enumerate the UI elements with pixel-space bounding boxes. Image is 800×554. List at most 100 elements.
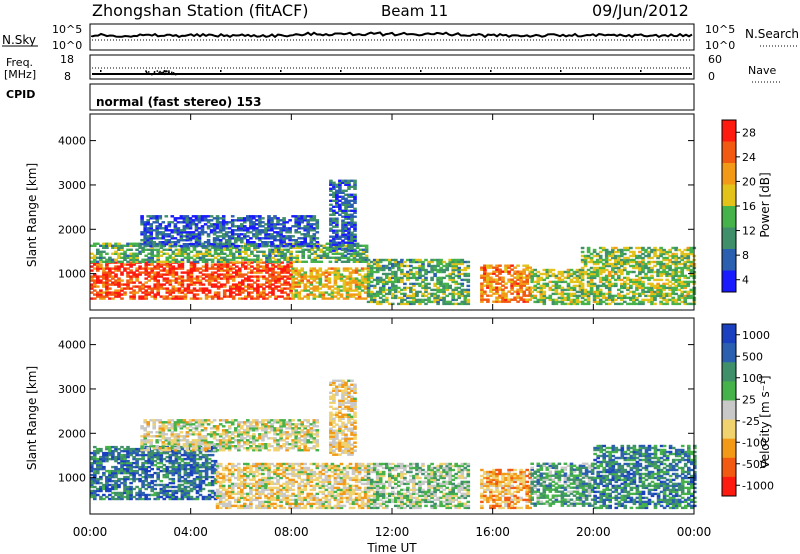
- heatmap-cell: [480, 266, 484, 269]
- heatmap-cell: [222, 263, 227, 266]
- heatmap-cell: [345, 269, 350, 272]
- heatmap-cell: [224, 468, 229, 472]
- heatmap-cell: [332, 239, 336, 242]
- heatmap-cell: [231, 267, 236, 270]
- heatmap-cell: [294, 219, 298, 222]
- heatmap-cell: [253, 260, 257, 263]
- heatmap-cell: [268, 269, 272, 272]
- heatmap-cell: [335, 247, 339, 250]
- heatmap-cell: [483, 292, 487, 295]
- heatmap-cell: [560, 294, 565, 298]
- heatmap-cell: [177, 252, 182, 255]
- heatmap-cell: [256, 279, 260, 282]
- heatmap-cell: [168, 267, 173, 270]
- heatmap-cell: [216, 254, 221, 257]
- heatmap-cell: [198, 455, 203, 459]
- heatmap-cell: [123, 267, 127, 270]
- heatmap-cell: [138, 453, 142, 457]
- heatmap-cell: [227, 239, 232, 242]
- heatmap-cell: [207, 254, 212, 257]
- heatmap-cell: [108, 449, 112, 453]
- heatmap-cell: [176, 231, 181, 234]
- heatmap-cell: [228, 267, 233, 270]
- heatmap-cell: [448, 272, 452, 276]
- heatmap-cell: [209, 223, 214, 226]
- heatmap-cell: [406, 272, 410, 276]
- heatmap-cell: [132, 289, 136, 292]
- heatmap-cell: [146, 227, 150, 230]
- heatmap-cell: [353, 237, 357, 240]
- heatmap-cell: [96, 479, 100, 483]
- heatmap-cell: [126, 275, 130, 278]
- heatmap-cell: [391, 288, 395, 292]
- heatmap-cell: [341, 197, 345, 200]
- heatmap-cell: [548, 288, 553, 292]
- heatmap-cell: [129, 281, 133, 284]
- heatmap-cell: [650, 266, 654, 270]
- heatmap-cell: [641, 284, 645, 288]
- heatmap-cell: [222, 295, 227, 298]
- heatmap-cell: [372, 284, 377, 288]
- heatmap-cell: [295, 260, 299, 263]
- heatmap-cell: [335, 221, 339, 224]
- heatmap-cell: [185, 217, 190, 220]
- heatmap-cell: [489, 294, 493, 297]
- heatmap-cell: [168, 269, 173, 272]
- heatmap-cell: [231, 252, 236, 255]
- heatmap-cell: [560, 292, 565, 296]
- heatmap-cell: [162, 473, 167, 477]
- heatmap-cell: [433, 292, 437, 296]
- heatmap-cell: [230, 225, 235, 228]
- heatmap-cell: [607, 250, 612, 254]
- heatmap-cell: [342, 297, 347, 300]
- heatmap-cell: [318, 281, 323, 284]
- heatmap-cell: [563, 288, 568, 292]
- heatmap-cell: [689, 270, 694, 274]
- heatmap-cell: [201, 453, 206, 457]
- heatmap-cell: [253, 281, 257, 284]
- heatmap-cell: [324, 269, 329, 272]
- heatmap-cell: [578, 284, 583, 288]
- heatmap-cell: [179, 215, 184, 218]
- heatmap-cell: [421, 294, 425, 298]
- heatmap-cell: [583, 288, 588, 292]
- heatmap-cell: [138, 495, 142, 499]
- heatmap-cell: [155, 225, 159, 228]
- heatmap-cell: [448, 292, 452, 296]
- heatmap-cell: [525, 294, 529, 297]
- heatmap-cell: [129, 287, 133, 290]
- heatmap-cell: [186, 277, 191, 280]
- heatmap-cell: [519, 272, 523, 275]
- heatmap-cell: [180, 453, 185, 457]
- heatmap-cell: [486, 284, 490, 287]
- heatmap-cell: [183, 457, 188, 461]
- heatmap-cell: [566, 274, 571, 278]
- heatmap-cell: [551, 300, 556, 304]
- heatmap-cell: [204, 289, 209, 292]
- heatmap-cell: [111, 473, 115, 477]
- heatmap-cell: [231, 277, 236, 280]
- heatmap-cell: [498, 288, 502, 291]
- heatmap-cell: [592, 298, 597, 302]
- heatmap-cell: [329, 219, 333, 222]
- heatmap-cell: [575, 278, 580, 282]
- heatmap-cell: [90, 279, 94, 282]
- heatmap-cell: [273, 215, 277, 218]
- heatmap-cell: [507, 300, 511, 303]
- heatmap-cell: [206, 239, 211, 242]
- heatmap-cell: [123, 459, 127, 463]
- heatmap-cell: [315, 219, 320, 222]
- heatmap-cell: [391, 272, 395, 276]
- heatmap-cell: [144, 277, 148, 280]
- heatmap-cell: [183, 477, 188, 481]
- heatmap-cell: [466, 302, 471, 306]
- heatmap-cell: [406, 302, 410, 306]
- heatmap-cell: [183, 473, 188, 477]
- heatmap-cell: [259, 258, 263, 261]
- heatmap-cell: [177, 250, 182, 253]
- heatmap-cell: [530, 272, 534, 276]
- heatmap-cell: [321, 271, 326, 274]
- heatmap-cell: [563, 296, 568, 300]
- heatmap-cell: [418, 260, 422, 264]
- heatmap-cell: [135, 248, 139, 251]
